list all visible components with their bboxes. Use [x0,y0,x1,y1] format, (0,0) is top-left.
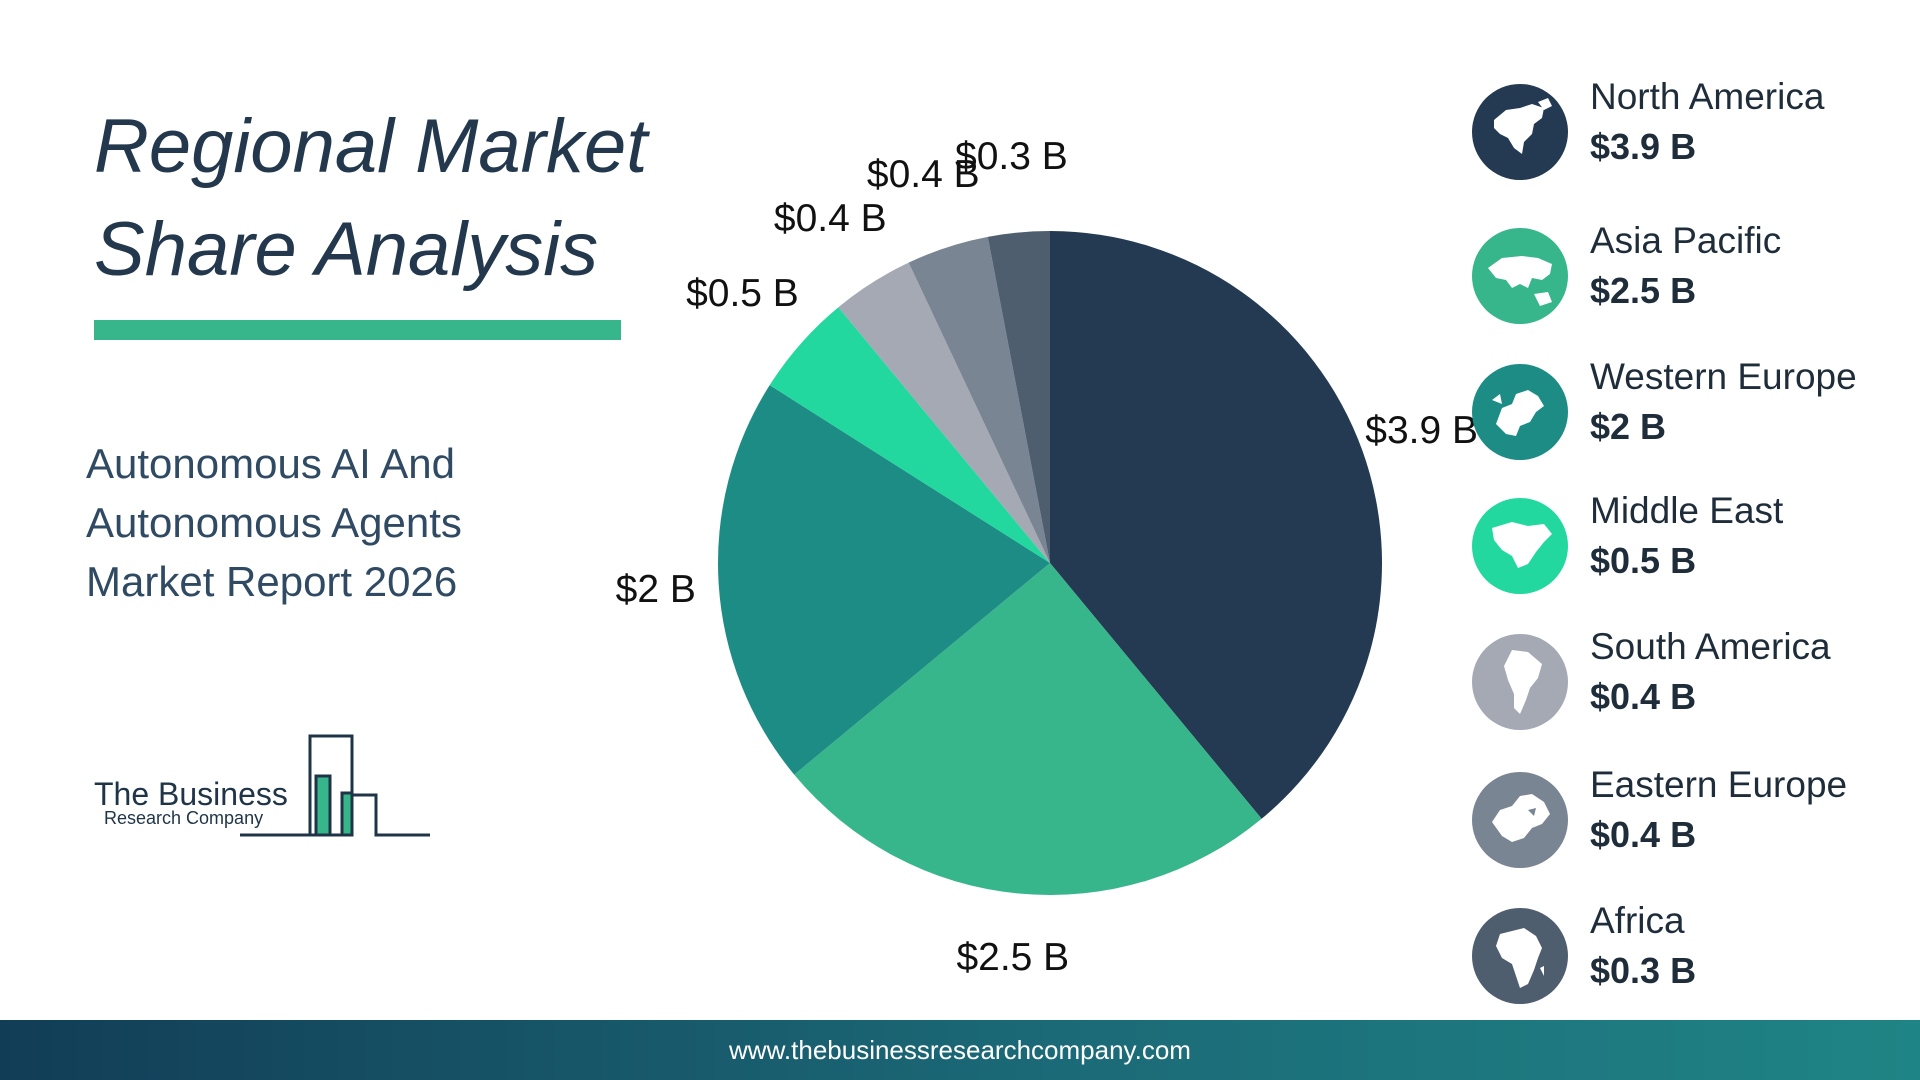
logo-buildings-icon [240,734,430,837]
legend-item-middle-east: Middle East $0.5 B [1472,490,1912,600]
legend-region-name: North America [1590,76,1825,117]
subtitle-line-3: Market Report 2026 [86,558,458,605]
footer-url[interactable]: www.thebusinessresearchcompany.com [729,1035,1191,1065]
subtitle-line-2: Autonomous Agents [86,499,462,546]
asia-pacific-icon [1472,228,1568,324]
pie-label-western-europe: $2 B [616,568,696,611]
pie-slice-eastern-europe [908,236,1050,564]
logo-text-line-2: Research Company [104,808,264,828]
pie-label-eastern-europe: $0.4 B [867,153,980,196]
legend-item-western-europe: Western Europe $2 B [1472,356,1912,466]
title-line-2: Share Analysis [94,207,599,292]
legend-region-value: $3.9 B [1590,126,1697,167]
page-title: Regional Market Share Analysis [94,95,654,301]
title-underline-bar [94,320,621,340]
legend-region-value: $2.5 B [1590,270,1697,311]
western-europe-icon [1472,364,1568,460]
legend-item-asia-pacific: Asia Pacific $2.5 B [1472,220,1912,330]
pie-slice-africa [987,231,1050,563]
pie-slices [717,231,1382,895]
logo-text-line-1: The Business [94,776,288,812]
legend-region-value: $0.3 B [1590,950,1697,991]
africa-icon [1472,908,1568,1004]
legend-region-value: $0.4 B [1590,676,1697,717]
pie-slice-western-europe [717,385,1050,775]
footer-bar: www.thebusinessresearchcompany.com [0,1020,1920,1080]
pie-slice-north-america [1050,231,1382,819]
south-america-icon [1472,634,1568,730]
legend-item-south-america: South America $0.4 B [1472,626,1912,736]
pie-slice-asia-pacific [794,563,1262,895]
legend-region-name: Africa [1590,900,1685,941]
legend-region-value: $0.5 B [1590,540,1697,581]
report-subtitle: Autonomous AI And Autonomous Agents Mark… [86,434,526,611]
north-america-icon [1472,84,1568,180]
pie-slice-south-america [838,262,1050,563]
pie-label-africa: $0.3 B [955,135,1068,178]
subtitle-line-1: Autonomous AI And [86,440,455,487]
legend-item-eastern-europe: Eastern Europe $0.4 B [1472,764,1912,874]
legend-region-name: Asia Pacific [1590,220,1782,261]
legend-region-name: Eastern Europe [1590,764,1848,805]
middle-east-icon [1472,498,1568,594]
eastern-europe-icon [1472,772,1568,868]
pie-label-asia-pacific: $2.5 B [956,936,1069,979]
pie-label-middle-east: $0.5 B [686,272,799,315]
legend-item-north-america: North America $3.9 B [1472,76,1912,186]
title-line-1: Regional Market [94,104,648,189]
pie-label-north-america: $3.9 B [1365,409,1478,452]
legend-region-name: Western Europe [1590,356,1857,397]
legend-item-africa: Africa $0.3 B [1472,900,1912,1010]
legend-region-name: South America [1590,626,1831,667]
company-logo: The Business Research Company [90,730,440,840]
pie-slice-middle-east [769,307,1050,563]
pie-label-south-america: $0.4 B [774,197,887,240]
legend-region-value: $0.4 B [1590,814,1697,855]
legend-region-value: $2 B [1590,406,1667,447]
legend-region-name: Middle East [1590,490,1784,531]
pie-labels: $3.9 B$2.5 B$2 B$0.5 B$0.4 B$0.4 B$0.3 B [616,135,1478,979]
